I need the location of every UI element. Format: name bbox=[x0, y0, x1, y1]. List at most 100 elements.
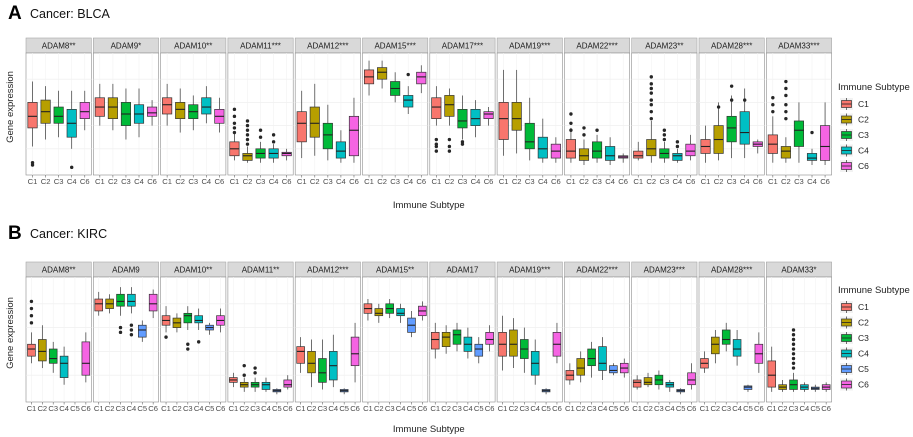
outlier-point bbox=[791, 361, 796, 365]
box-b-5-c5 bbox=[339, 388, 349, 395]
x-tick-label-c6: C6 bbox=[282, 177, 292, 186]
box-iqr bbox=[59, 355, 69, 378]
facet-panel bbox=[93, 276, 159, 403]
box-b-4-c3 bbox=[250, 377, 260, 392]
outlier-point bbox=[245, 119, 250, 123]
facet-panel bbox=[25, 276, 92, 403]
facet-strip-label: ADAM10** bbox=[174, 42, 212, 51]
x-tick-label-c6: C6 bbox=[686, 177, 696, 186]
outlier-point bbox=[784, 79, 788, 84]
x-tick-label-c4: C4 bbox=[538, 177, 548, 186]
facet-a-2: ADAM9* C1 C2 C3 C4 C6 bbox=[93, 37, 159, 186]
x-tick-label-c3: C3 bbox=[318, 404, 328, 413]
legend-title: Immune Subtype bbox=[838, 285, 910, 296]
box-iqr bbox=[27, 343, 36, 357]
box-b-4-c1 bbox=[229, 372, 238, 388]
x-tick-label-c2: C2 bbox=[307, 404, 317, 413]
box-b-7-c1 bbox=[430, 322, 440, 359]
box-b-2-c6 bbox=[148, 289, 158, 319]
box-a-4-c6 bbox=[281, 148, 292, 161]
box-a-10-c6 bbox=[685, 134, 696, 161]
box-iqr bbox=[609, 365, 618, 374]
box-iqr bbox=[48, 348, 58, 364]
x-tick-label-c1: C1 bbox=[228, 404, 238, 413]
box-iqr bbox=[296, 111, 307, 143]
x-tick-label-c4: C4 bbox=[396, 404, 406, 413]
x-tick-label-c4: C4 bbox=[665, 404, 675, 413]
x-tick-label-c6: C6 bbox=[687, 404, 697, 413]
box-iqr bbox=[322, 122, 333, 150]
facet-strip-label: ADAM28*** bbox=[711, 266, 752, 275]
box-b-5-c6 bbox=[350, 322, 360, 383]
facet-strip-label: ADAM9 bbox=[112, 266, 140, 275]
x-tick-label-c3: C3 bbox=[116, 404, 126, 413]
legend-label-c1: C1 bbox=[858, 302, 869, 312]
x-tick-label-c5: C5 bbox=[137, 404, 147, 413]
x-tick-label-c4: C4 bbox=[403, 177, 413, 186]
box-b-1-c3 bbox=[48, 341, 58, 373]
box-b-10-c3 bbox=[654, 370, 664, 390]
outlier-point bbox=[649, 75, 653, 79]
box-b-2-c1 bbox=[94, 291, 104, 316]
box-iqr bbox=[483, 111, 494, 119]
box-a-2-c3 bbox=[120, 88, 132, 140]
box-b-11-c3 bbox=[721, 322, 731, 352]
x-tick-label-c5: C5 bbox=[205, 404, 215, 413]
x-tick-label-c4: C4 bbox=[800, 404, 810, 413]
box-b-6-c1 bbox=[363, 299, 373, 321]
facet-strip-label: ADAM10** bbox=[174, 266, 212, 275]
x-tick-label-c6: C6 bbox=[551, 177, 561, 186]
x-tick-label-c1: C1 bbox=[431, 177, 441, 186]
box-iqr bbox=[201, 97, 212, 115]
legend-label-c4: C4 bbox=[858, 146, 869, 156]
box-b-9-c2 bbox=[576, 351, 585, 383]
box-a-4-c3 bbox=[255, 141, 266, 163]
box-b-11-c6 bbox=[754, 332, 764, 373]
box-a-1-c4 bbox=[66, 90, 77, 149]
x-tick-label-c1: C1 bbox=[565, 404, 575, 413]
x-tick-label-c2: C2 bbox=[579, 177, 589, 186]
box-a-7-c3 bbox=[457, 95, 468, 140]
box-iqr bbox=[576, 358, 585, 376]
facet-b-4: ADAM11** C1 C2 C3 C4 C5 C6 bbox=[227, 261, 294, 413]
box-b-9-c6 bbox=[619, 358, 629, 378]
box-b-11-c2 bbox=[711, 329, 720, 364]
box-a-1-c1 bbox=[27, 81, 38, 147]
x-tick-label-c1: C1 bbox=[363, 404, 373, 413]
box-b-2-c3 bbox=[116, 287, 125, 316]
box-iqr bbox=[162, 97, 173, 115]
x-tick-label-c4: C4 bbox=[134, 177, 144, 186]
box-iqr bbox=[148, 293, 158, 312]
legend-key-c1: C1 bbox=[840, 301, 869, 313]
outlier-point bbox=[784, 116, 788, 121]
box-iqr bbox=[524, 122, 535, 150]
outlier-point bbox=[649, 82, 653, 86]
outlier-point bbox=[29, 321, 34, 325]
x-tick-label-c5: C5 bbox=[339, 404, 349, 413]
box-a-3-c1 bbox=[162, 83, 173, 126]
outlier-point bbox=[447, 137, 452, 142]
outlier-point bbox=[232, 107, 237, 112]
box-iqr bbox=[403, 95, 414, 108]
box-iqr bbox=[767, 360, 777, 388]
facet-strip-label: ADAM23*** bbox=[644, 266, 685, 275]
box-iqr bbox=[430, 332, 440, 350]
x-tick-label-c4: C4 bbox=[269, 177, 279, 186]
outlier-point bbox=[662, 128, 667, 132]
box-a-9-c6 bbox=[618, 153, 629, 163]
box-b-3-c6 bbox=[216, 308, 225, 333]
outlier-point bbox=[791, 347, 796, 351]
box-b-12-c2 bbox=[778, 379, 787, 392]
panel-label-b: B bbox=[8, 223, 22, 244]
x-tick-label-c5: C5 bbox=[541, 404, 551, 413]
legend-key-c4: C4 bbox=[840, 144, 869, 157]
x-tick-label-c2: C2 bbox=[781, 177, 791, 186]
outlier-point bbox=[791, 356, 796, 361]
box-a-7-c2 bbox=[444, 88, 455, 126]
outlier-point bbox=[242, 373, 246, 377]
box-b-1-c2 bbox=[38, 325, 47, 369]
box-a-6-c4 bbox=[403, 86, 414, 114]
outlier-point bbox=[129, 323, 134, 327]
x-tick-label-c6: C6 bbox=[552, 404, 562, 413]
outlier-point bbox=[242, 363, 246, 368]
